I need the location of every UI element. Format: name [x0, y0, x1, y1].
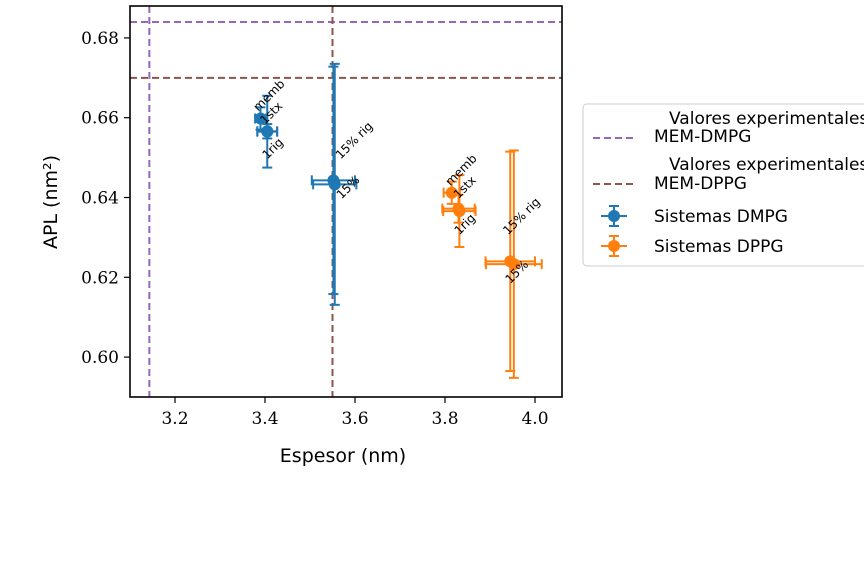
data-point	[254, 106, 267, 131]
point-annotation: 15% rig	[333, 119, 376, 162]
legend-marker	[608, 240, 620, 252]
x-tick-label: 3.6	[341, 409, 368, 429]
x-tick-label: 3.4	[251, 409, 278, 429]
legend-label-bottom: MEM-DMPG	[654, 127, 751, 147]
x-axis-title: Espesor (nm)	[280, 445, 406, 467]
x-tick-label: 3.2	[161, 409, 188, 429]
marker	[261, 125, 274, 138]
data-point	[484, 149, 543, 379]
y-tick-label: 0.64	[81, 189, 119, 209]
marker	[328, 178, 341, 191]
data-point	[442, 174, 477, 248]
y-axis-ticks: 0.60 0.62 0.64 0.66 0.68	[81, 29, 130, 368]
data-point	[256, 94, 279, 169]
y-tick-label: 0.66	[81, 109, 119, 129]
legend-marker	[608, 210, 620, 222]
y-tick-label: 0.62	[81, 268, 119, 288]
legend-label-top: Valores experimentales	[669, 155, 864, 175]
marker	[445, 186, 458, 199]
data-series	[254, 62, 543, 379]
x-tick-label: 3.8	[431, 409, 458, 429]
legend-label-top: Valores experimentales	[669, 109, 864, 129]
y-tick-label: 0.60	[81, 348, 119, 368]
legend-series-label: Sistemas DPPG	[654, 237, 784, 257]
data-point	[442, 180, 461, 205]
marker	[453, 205, 466, 218]
marker	[254, 112, 267, 125]
x-tick-label: 4.0	[521, 409, 548, 429]
legend-label-bottom: MEM-DPPG	[654, 174, 747, 194]
marker	[507, 258, 520, 271]
plot-frame	[129, 5, 563, 398]
x-axis-ticks: 3.2 3.4 3.6 3.8 4.0	[161, 397, 549, 429]
y-axis-title: APL (nm²)	[40, 155, 62, 249]
point-annotation: 15% rig	[500, 195, 543, 238]
y-tick-label: 0.68	[81, 29, 119, 49]
legend-series-label: Sistemas DMPG	[654, 207, 788, 227]
data-point	[312, 62, 358, 306]
reference-lines	[130, 6, 562, 397]
legend-box	[582, 103, 864, 267]
